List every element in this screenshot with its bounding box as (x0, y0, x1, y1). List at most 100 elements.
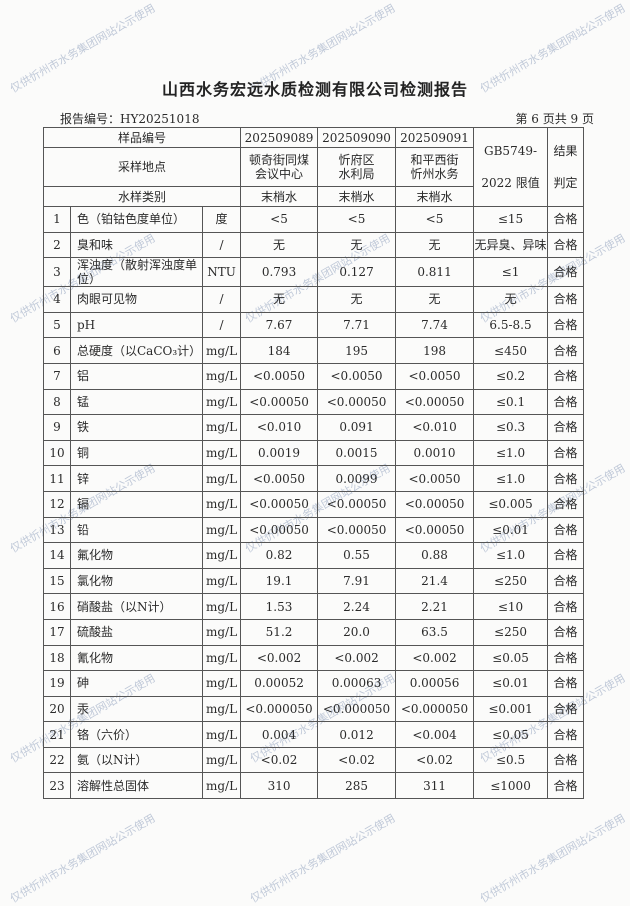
sample2-value: <0.02 (317, 746, 397, 774)
table-row: 7 铝 mg/L <0.0050 <0.0050 <0.0050 ≤0.2 合格 (43, 362, 585, 390)
sample2-value: 无 (317, 286, 397, 313)
limit-value: ≤450 (473, 337, 549, 364)
limit-value: ≤0.05 (473, 721, 549, 748)
row-number: 12 (43, 490, 71, 518)
sample3-value: 0.811 (395, 257, 475, 288)
limit-value: ≤0.5 (473, 746, 549, 774)
result-value: 合格 (547, 439, 585, 467)
table-row: 11 锌 mg/L <0.0050 0.0099 <0.0050 ≤1.0 合格 (43, 465, 585, 492)
limit-value: 无异臭、异味 (473, 231, 549, 259)
sample2-value: <0.00050 (317, 490, 397, 518)
sample3-value: 0.00056 (395, 670, 475, 697)
sample3-value: <0.0050 (395, 465, 475, 492)
sample2-value: 无 (317, 231, 397, 259)
row-number: 7 (43, 362, 71, 390)
sample1-value: <0.002 (240, 644, 319, 672)
sample1-value: <0.000050 (240, 695, 319, 723)
sample3-value: 311 (395, 772, 475, 800)
sample1-value: <0.0050 (240, 465, 319, 492)
result-value: 合格 (547, 567, 585, 595)
sample2-value: <0.002 (317, 644, 397, 672)
sample2-value: 0.55 (317, 542, 397, 569)
result-value: 合格 (547, 206, 585, 233)
row-number: 8 (43, 388, 71, 416)
sample-type: 末梢水 (317, 186, 397, 207)
result-value: 合格 (547, 593, 585, 620)
limit-value: ≤0.005 (473, 490, 549, 518)
sample1-value: 无 (240, 231, 319, 259)
item-name: 硫酸盐 (70, 618, 203, 646)
sample2-value: 0.091 (317, 414, 397, 441)
limit-value: 6.5-8.5 (473, 311, 549, 339)
item-name: 氰化物 (70, 644, 203, 672)
sample-no-label: 样品编号 (42, 127, 242, 148)
sample1-value: <0.00050 (240, 516, 319, 544)
table-row: 23 溶解性总固体 mg/L 310 285 311 ≤1000 合格 (43, 772, 585, 800)
result-value: 合格 (547, 542, 585, 569)
sample1-value: <0.02 (240, 746, 319, 774)
sample2-value: <0.00050 (317, 388, 397, 416)
limit-value: ≤1.0 (473, 542, 549, 569)
table-row: 10 铜 mg/L 0.0019 0.0015 0.0010 ≤1.0 合格 (43, 439, 585, 467)
sample1-value: <0.010 (240, 414, 319, 441)
table-row: 15 氯化物 mg/L 19.1 7.91 21.4 ≤250 合格 (43, 567, 585, 595)
item-name: 砷 (70, 670, 203, 697)
sample-location: 顿奇街同煤 会议中心 (240, 147, 319, 187)
result-value: 合格 (547, 231, 585, 259)
sample3-value: <0.0050 (395, 362, 475, 390)
sample1-value: 1.53 (240, 593, 319, 620)
sample2-value: <5 (317, 206, 397, 233)
item-name: 肉眼可见物 (70, 286, 203, 313)
unit: / (201, 311, 242, 339)
sample2-value: 20.0 (317, 618, 397, 646)
sample1-value: 0.793 (240, 257, 319, 288)
sample2-value: 0.012 (317, 721, 397, 748)
sample3-value: 0.88 (395, 542, 475, 569)
sample1-value: 184 (240, 337, 319, 364)
unit: mg/L (201, 644, 242, 672)
result-value: 合格 (547, 362, 585, 390)
limit-value: ≤0.2 (473, 362, 549, 390)
page-info: 第 6 页共 9 页 (515, 112, 594, 126)
limit-value: ≤1.0 (473, 439, 549, 467)
table-row: 20 汞 mg/L <0.000050 <0.000050 <0.000050 ≤0.001… (43, 695, 585, 723)
results-table: 样品编号 202509089 202509090 202509091 GB574… (42, 127, 585, 800)
sample3-value: <0.000050 (395, 695, 475, 723)
unit: mg/L (201, 414, 242, 441)
sample2-value: 0.00063 (317, 670, 397, 697)
item-name: 汞 (70, 695, 203, 723)
unit: mg/L (201, 516, 242, 544)
sample-no: 202509090 (317, 127, 397, 148)
limit-value: ≤0.1 (473, 388, 549, 416)
sample2-value: 0.0099 (317, 465, 397, 492)
sample1-value: <0.00050 (240, 490, 319, 518)
result-value: 合格 (547, 311, 585, 339)
result-value: 合格 (547, 257, 585, 288)
limit-value: 无 (473, 286, 549, 313)
item-name: 溶解性总固体 (70, 772, 203, 800)
result-value: 合格 (547, 772, 585, 800)
report-number: 报告编号：HY20251018 (60, 112, 200, 126)
limit-value: ≤250 (473, 618, 549, 646)
result-value: 合格 (547, 286, 585, 313)
table-row: 9 铁 mg/L <0.010 0.091 <0.010 ≤0.3 合格 (43, 414, 585, 441)
result-value: 合格 (547, 465, 585, 492)
item-name: pH (70, 311, 203, 339)
sample3-value: <0.002 (395, 644, 475, 672)
row-number: 21 (43, 721, 71, 748)
sample3-value: <5 (395, 206, 475, 233)
unit: 度 (201, 206, 242, 233)
item-name: 硝酸盐（以N计） (70, 593, 203, 620)
sample-location: 和平西街 忻州水务 (395, 147, 475, 187)
sample-location: 忻府区 水利局 (317, 147, 397, 187)
sample3-value: 63.5 (395, 618, 475, 646)
sample1-value: 19.1 (240, 567, 319, 595)
row-number: 16 (43, 593, 71, 620)
row-number: 11 (43, 465, 71, 492)
sample1-value: 310 (240, 772, 319, 800)
limit-value: ≤0.001 (473, 695, 549, 723)
limit-value: ≤250 (473, 567, 549, 595)
unit: mg/L (201, 670, 242, 697)
result-value: 合格 (547, 388, 585, 416)
result-value: 合格 (547, 695, 585, 723)
